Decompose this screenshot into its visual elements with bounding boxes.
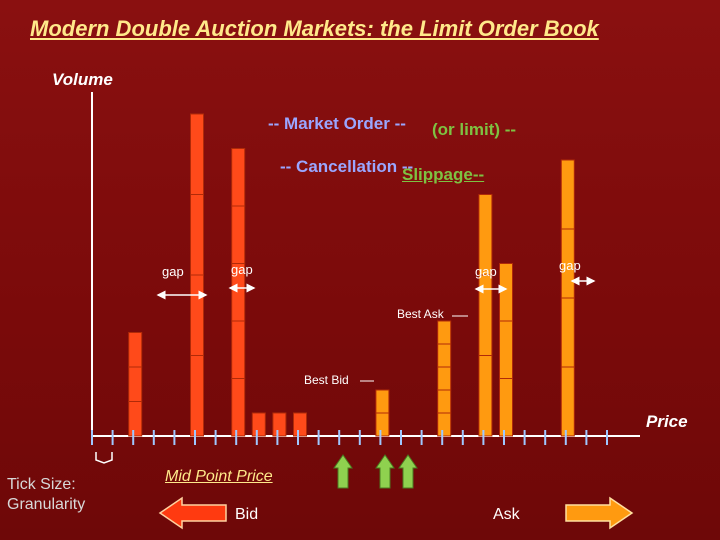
tick-size-label: Tick Size: Granularity — [7, 475, 85, 515]
bid-bar-block — [128, 366, 143, 402]
bid-arrow — [158, 496, 227, 530]
ask-bar-block — [437, 366, 452, 391]
ask-arrow — [565, 496, 634, 530]
tick-size-brace — [95, 452, 113, 464]
cancellation-label: -- Cancellation -- — [280, 157, 414, 176]
up-arrow-3 — [398, 454, 418, 489]
y-axis-label: Volume — [52, 70, 113, 89]
bid-bar-block — [231, 378, 246, 437]
ask-bar-block — [478, 355, 493, 437]
bid-bar-block — [190, 274, 204, 356]
gap-label-4: gap — [559, 258, 581, 273]
bid-bar-block — [231, 205, 246, 264]
ask-label: Ask — [493, 506, 520, 523]
x-axis-label: Price — [646, 412, 688, 431]
page-title: Modern Double Auction Markets: the Limit… — [30, 16, 599, 41]
bid-bar-block — [251, 412, 266, 437]
ask-bar-block — [499, 320, 513, 379]
ask-bar-block — [478, 274, 493, 356]
market-order-label: -- Market Order -- — [268, 114, 406, 133]
ask-bar-block — [499, 263, 513, 322]
mid-point-price-label: Mid Point Price — [165, 468, 273, 485]
bid-bar-block — [128, 401, 143, 437]
best-bid-label: Best Bid — [304, 373, 349, 387]
bid-bar-block — [128, 332, 143, 368]
ask-bar-block — [437, 412, 452, 437]
gap-label-2: gap — [231, 262, 253, 277]
bid-bar-block — [272, 412, 287, 437]
up-arrow-1 — [333, 454, 353, 489]
gap-label-1: gap — [162, 264, 184, 279]
bid-label: Bid — [235, 506, 259, 523]
bid-bar-block — [231, 148, 246, 207]
up-arrow-2 — [375, 454, 395, 489]
tick-size-line2: Granularity — [7, 496, 86, 513]
ask-bar-block — [499, 378, 513, 437]
ask-bar-block — [560, 366, 575, 437]
bid-bar-block — [190, 355, 204, 437]
ask-bar-block — [560, 297, 575, 368]
ask-bar-block — [437, 389, 452, 414]
ask-bar-block — [375, 389, 390, 414]
slippage-label: Slippage-- — [402, 165, 485, 184]
bid-bar-block — [190, 194, 204, 276]
gap-label-3: gap — [475, 264, 497, 279]
ask-bar-block — [560, 159, 575, 230]
ask-bar-block — [478, 194, 493, 276]
tick-size-line1: Tick Size: — [7, 476, 76, 493]
ask-bar-block — [375, 412, 390, 437]
bid-bar-block — [293, 412, 307, 437]
best-ask-label: Best Ask — [397, 307, 444, 321]
bid-bar-block — [231, 320, 246, 379]
bid-bar-block — [190, 113, 204, 195]
ask-bar-block — [437, 343, 452, 368]
or-limit-label: (or limit) -- — [432, 120, 517, 139]
ask-bar-block — [437, 320, 452, 345]
